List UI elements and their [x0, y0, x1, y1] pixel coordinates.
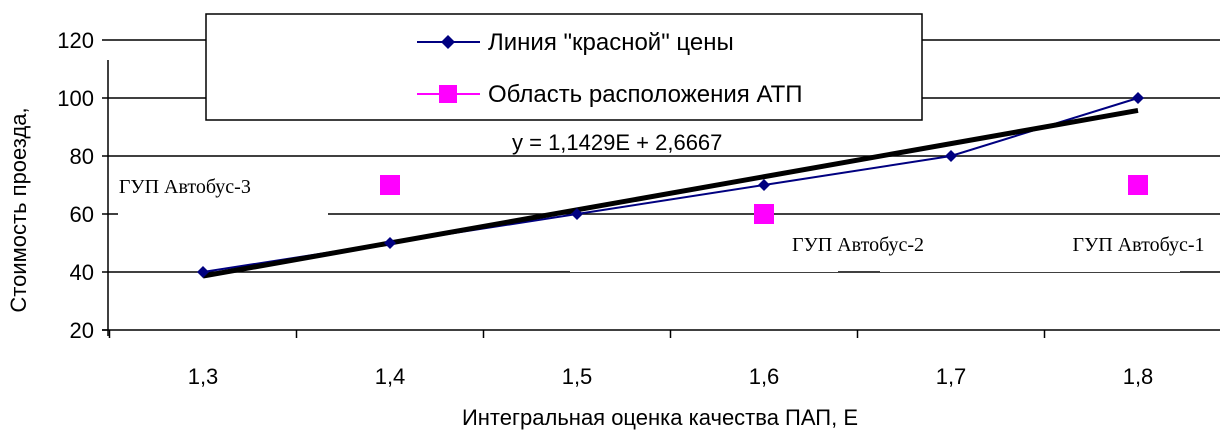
x-tick-label-1: 1,4 — [375, 364, 406, 389]
label-background-0 — [118, 180, 328, 218]
label-background-2 — [880, 226, 1180, 272]
y-tick-label-40: 40 — [70, 260, 94, 285]
legend-box — [205, 13, 923, 121]
trendline-equation: y = 1,1429E + 2,6667 — [512, 130, 722, 155]
label-background-3 — [120, 223, 330, 239]
annotations: ГУП Автобус-3 ГУП Автобус-2 ГУП Автобус-1 — [118, 176, 1205, 272]
legend-diamond-marker — [441, 35, 455, 49]
annotation-1: ГУП Автобус-2 — [792, 234, 924, 256]
x-tick-label-0: 1,3 — [188, 364, 219, 389]
atp-area-point-2 — [1128, 175, 1148, 195]
x-tick-label-3: 1,6 — [749, 364, 780, 389]
red-price-point-1 — [384, 237, 396, 249]
y-axis-label: Стоимость проезда, — [6, 107, 31, 312]
y-tick-label-120: 120 — [57, 28, 94, 53]
label-background-1 — [570, 226, 838, 272]
atp-area-point-0 — [380, 175, 400, 195]
legend-square-marker — [439, 85, 457, 103]
red-price-point-3 — [758, 179, 770, 191]
legend-label-red-price: Линия "красной" цены — [488, 29, 734, 56]
legend: Линия "красной" цены Область расположени… — [205, 13, 923, 121]
trendline — [202, 108, 1139, 279]
red-price-point-4 — [945, 150, 957, 162]
series-layer — [197, 92, 1148, 279]
y-tick-label-100: 100 — [57, 86, 94, 111]
red-price-point-5 — [1132, 92, 1144, 104]
annotation-0: ГУП Автобус-3 — [119, 176, 251, 198]
x-axis-label: Интегральная оценка качества ПАП, Е — [462, 405, 858, 430]
red-price-point-2 — [571, 208, 583, 220]
atp-area-point-1 — [754, 204, 774, 224]
y-tick-label-80: 80 — [70, 144, 94, 169]
x-tick-label-5: 1,8 — [1123, 364, 1154, 389]
y-tick-label-60: 60 — [70, 202, 94, 227]
x-tick-label-4: 1,7 — [936, 364, 967, 389]
red-price-point-0 — [197, 266, 209, 278]
annotation-2: ГУП Автобус-1 — [1073, 234, 1205, 256]
legend-label-atp-area: Область расположения АТП — [488, 81, 802, 108]
y-tick-label-20: 20 — [70, 318, 94, 343]
x-tick-label-2: 1,5 — [562, 364, 593, 389]
axes: 20 40 60 80 100 120 1,3 1,4 1,5 1,6 1,7 1,8 — [57, 28, 1220, 389]
